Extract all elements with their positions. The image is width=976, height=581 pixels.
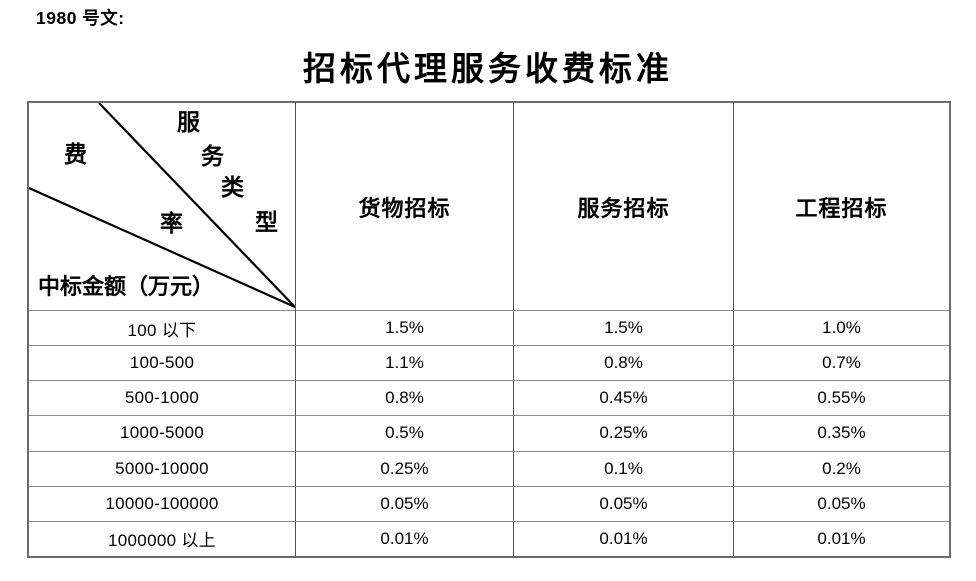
row-label: 100 以下 [29,310,295,345]
fee-value: 1.5% [513,310,733,346]
diagonal-divider-lines [29,103,295,309]
fee-value: 0.35% [733,415,949,451]
row-label: 5000-10000 [29,450,295,486]
table-corner-cell: 服 务 类 型 费 率 中标金额（万元） [29,103,295,310]
fee-value: 0.01% [295,520,513,556]
row-label: 500-1000 [29,380,295,415]
corner-fee-rate-char-1: 费 [64,142,87,167]
fee-value: 0.7% [733,345,949,381]
column-header-service-bidding: 服务招标 [513,103,733,310]
corner-fee-rate-char-2: 率 [160,211,183,236]
fee-table: 服 务 类 型 费 率 中标金额（万元） 货物招标 服务招标 工程招标 100 … [27,101,951,558]
row-label: 1000-5000 [29,415,295,450]
row-label: 10000-100000 [29,485,295,521]
fee-value: 0.01% [513,520,733,556]
fee-value: 0.25% [295,450,513,486]
corner-service-type-char-4: 型 [255,210,278,235]
page-title: 招标代理服务收费标准 [303,52,673,88]
fee-value: 1.5% [295,310,513,346]
fee-value: 0.25% [513,415,733,451]
column-header-goods-bidding: 货物招标 [295,103,513,310]
fee-value: 0.05% [733,485,949,521]
fee-value: 0.8% [513,345,733,381]
fee-value: 1.0% [733,310,949,346]
fee-value: 0.8% [295,380,513,416]
column-header-engineering-bidding: 工程招标 [733,103,949,310]
row-label: 1000000 以上 [29,520,295,556]
fee-value: 0.1% [513,450,733,486]
corner-service-type-char-1: 服 [177,110,200,135]
row-label: 100-500 [29,345,295,380]
doc-number-label: 1980 号文: [36,8,125,28]
corner-bid-amount-label: 中标金额（万元） [38,274,215,299]
fee-value: 0.01% [733,520,949,556]
corner-service-type-char-3: 类 [221,175,244,200]
fee-value: 0.05% [295,485,513,521]
fee-value: 0.55% [733,380,949,416]
fee-value: 0.45% [513,380,733,416]
corner-service-type-char-2: 务 [201,144,224,169]
fee-value: 1.1% [295,345,513,381]
fee-value: 0.05% [513,485,733,521]
fee-value: 0.2% [733,450,949,486]
fee-value: 0.5% [295,415,513,451]
